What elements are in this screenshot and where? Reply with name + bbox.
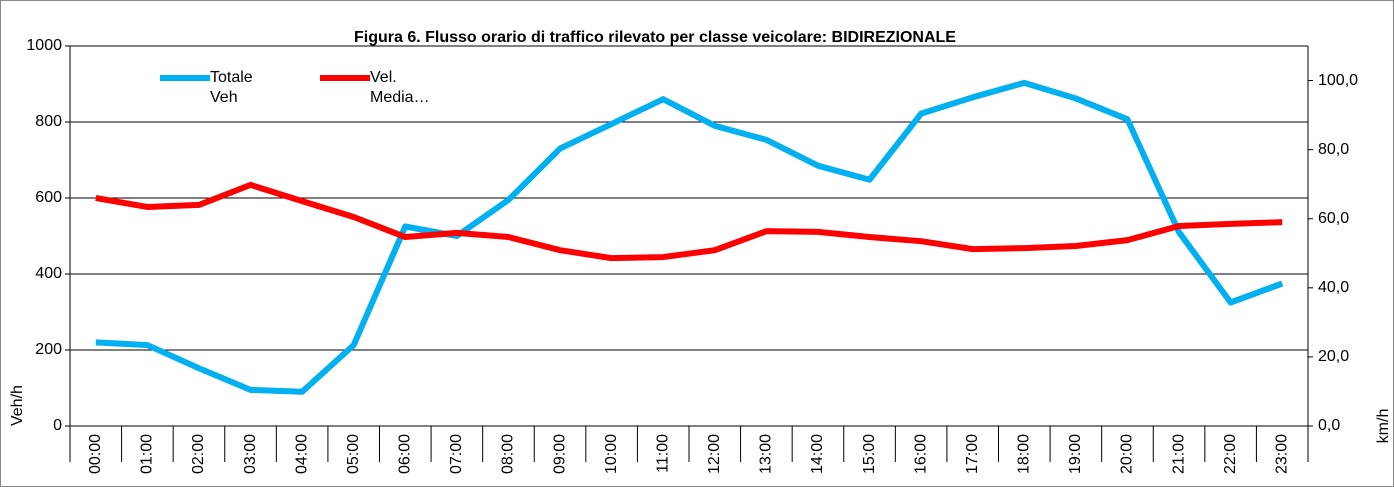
x-tick-label: 10:00: [603, 434, 620, 474]
x-tick-label: 03:00: [242, 434, 259, 474]
x-tick-label: 17:00: [964, 434, 981, 474]
x-tick-label: 19:00: [1067, 434, 1084, 474]
chart-title: Figura 6. Flusso orario di traffico rile…: [354, 29, 956, 46]
x-tick-label: 21:00: [1170, 434, 1187, 474]
y-tick-label: 200: [35, 341, 62, 358]
y2-tick-label: 20,0: [1318, 348, 1349, 365]
x-tick-label: 09:00: [551, 434, 568, 474]
y-axis-title: Veh/h: [9, 385, 26, 426]
y2-tick-label: 0,0: [1318, 417, 1340, 434]
x-tick-label: 02:00: [190, 434, 207, 474]
x-tick-label: 04:00: [293, 434, 310, 474]
x-tick-label: 22:00: [1222, 434, 1239, 474]
x-tick-label: 11:00: [654, 434, 671, 473]
x-tick-label: 15:00: [861, 434, 878, 474]
x-tick-label: 08:00: [500, 434, 517, 474]
x-tick-label: 23:00: [1273, 434, 1290, 474]
series-line: [95, 181, 1283, 262]
series-line: [95, 79, 1284, 395]
legend-label: Totale Veh: [210, 69, 253, 106]
x-tick-label: 18:00: [1016, 434, 1033, 474]
x-tick-label: 05:00: [345, 434, 362, 474]
y-tick-label: 1000: [26, 37, 62, 54]
x-tick-label: 16:00: [912, 434, 929, 474]
y-tick-label: 600: [35, 189, 62, 206]
x-tick-label: 14:00: [809, 434, 826, 474]
x-tick-label: 12:00: [706, 434, 723, 474]
x-tick-label: 00:00: [87, 434, 104, 474]
y2-axis-title: km/h: [1375, 409, 1392, 444]
y2-tick-label: 40,0: [1318, 279, 1349, 296]
x-tick-label: 20:00: [1119, 434, 1136, 474]
y-tick-label: 0: [53, 417, 62, 434]
y2-tick-label: 80,0: [1318, 141, 1349, 158]
y-tick-label: 400: [35, 265, 62, 282]
y2-tick-label: 60,0: [1318, 210, 1349, 227]
x-tick-label: 13:00: [758, 434, 775, 474]
x-tick-label: 06:00: [397, 434, 414, 474]
legend-label: Vel. Media…: [370, 69, 430, 106]
y2-tick-label: 100,0: [1318, 72, 1358, 89]
x-tick-label: 07:00: [448, 434, 465, 474]
x-tick-label: 01:00: [139, 434, 156, 474]
y-tick-label: 800: [35, 113, 62, 130]
